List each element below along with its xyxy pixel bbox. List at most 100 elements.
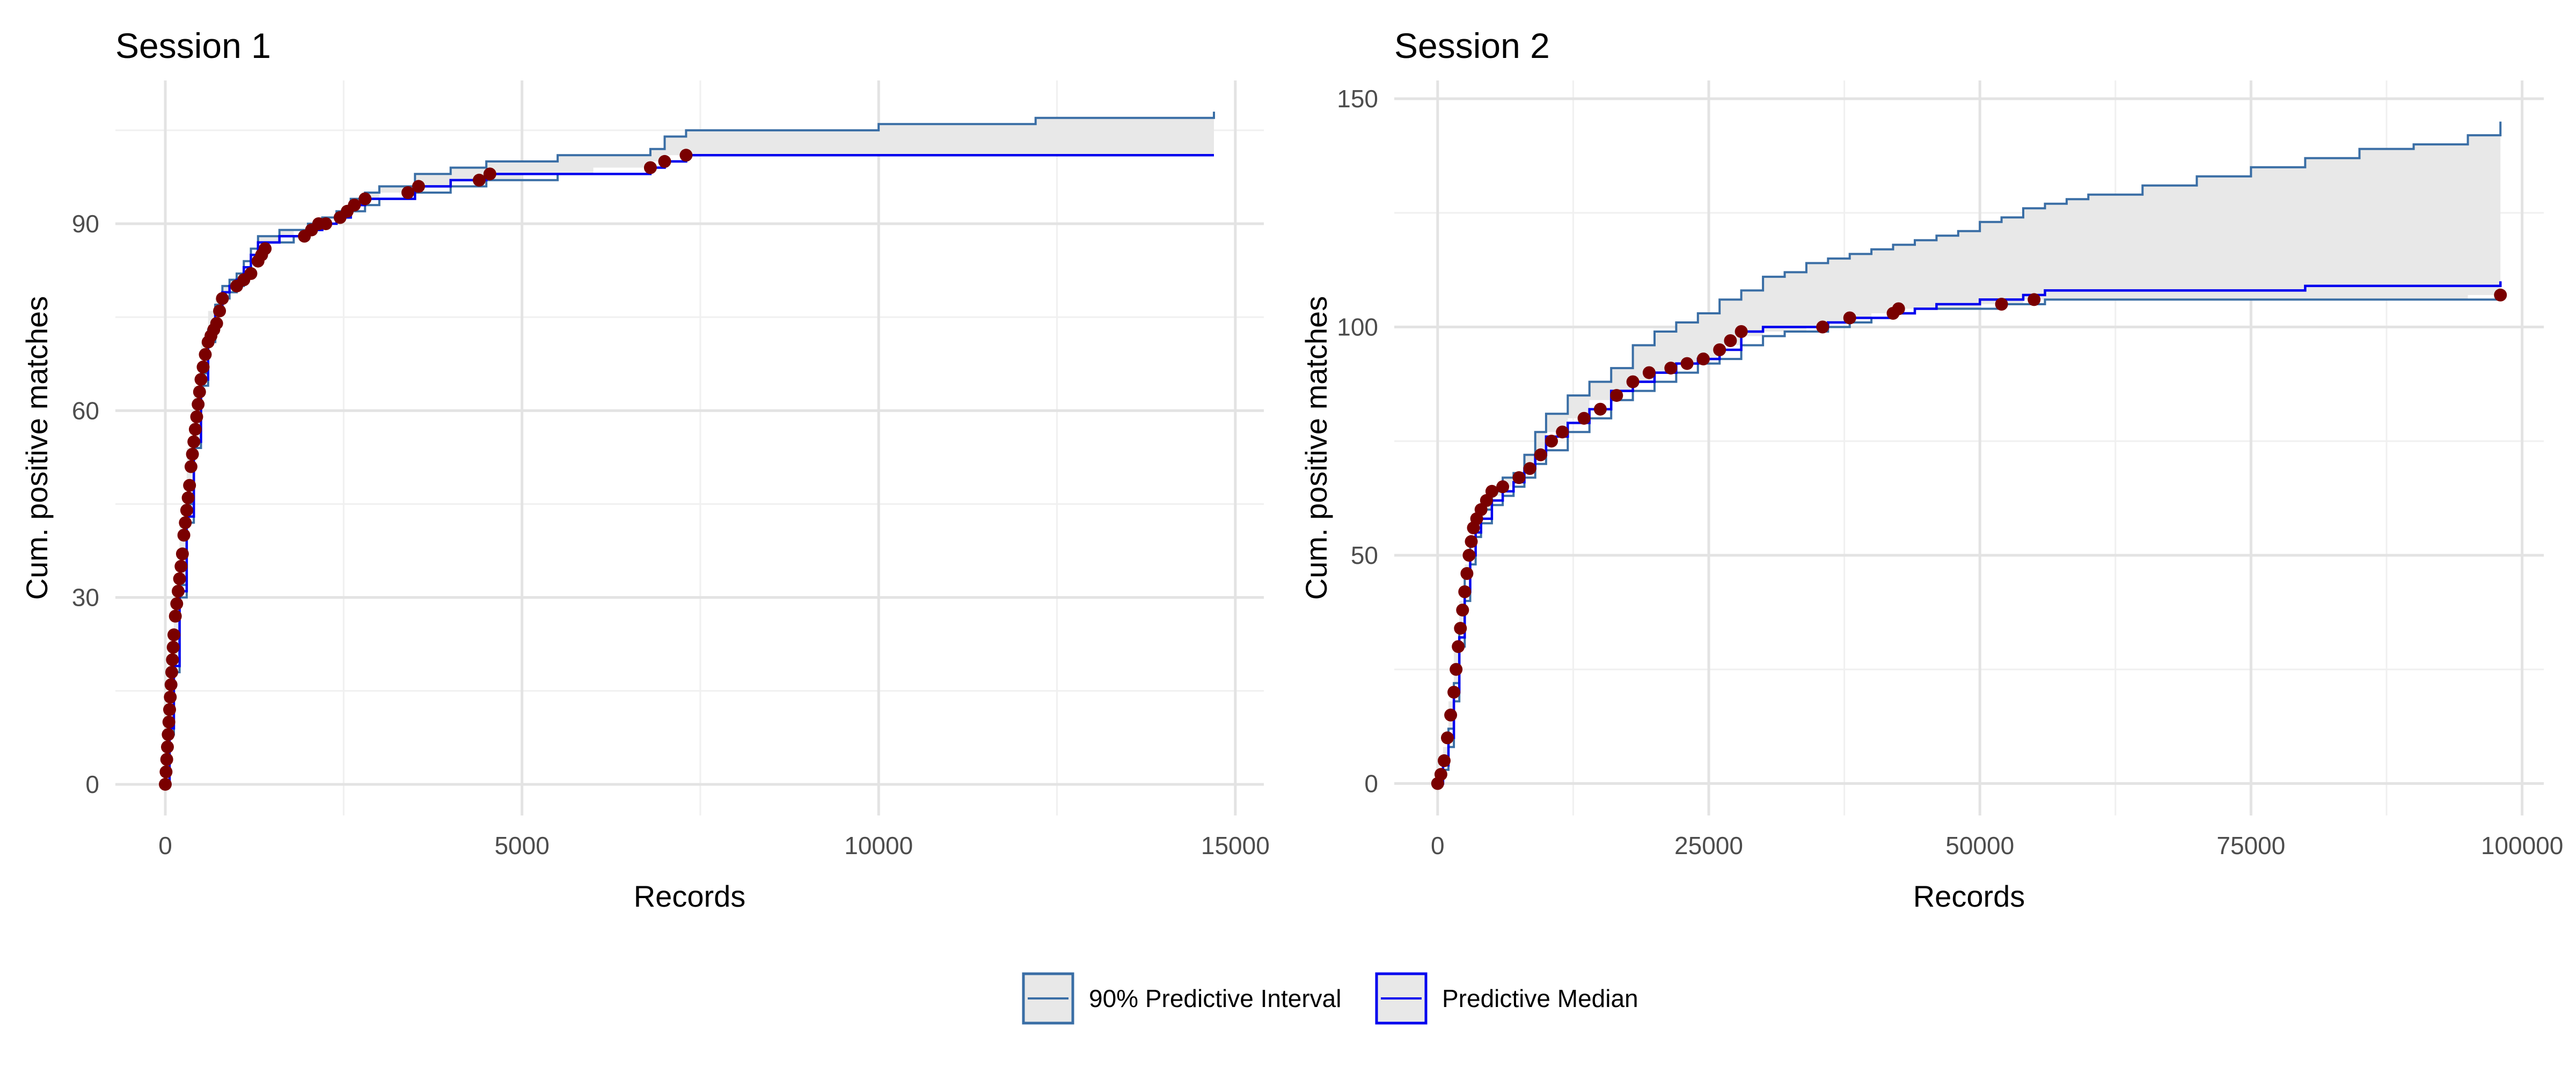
x-tick-labels: 0 25000 50000 75000 100000 (1431, 832, 2563, 859)
interval-ribbon (1437, 121, 2501, 784)
data-points (1431, 288, 2507, 790)
data-point (1485, 484, 1498, 498)
data-point (1450, 663, 1463, 676)
data-point (194, 373, 208, 386)
data-point (181, 491, 195, 504)
data-point (172, 585, 185, 598)
data-point (190, 410, 203, 423)
data-point (1735, 325, 1748, 338)
data-point (1664, 362, 1678, 375)
data-point (401, 186, 414, 199)
data-point (1496, 480, 1510, 494)
panel-session-1: Session 1 0 5000 10000 15000 0 30 60 90 Record… (20, 26, 1270, 913)
interval-lower-line (1437, 295, 2502, 785)
data-point (165, 666, 178, 679)
data-point (643, 161, 657, 174)
data-point (1523, 462, 1536, 475)
data-points (159, 149, 693, 791)
data-point (1713, 343, 1726, 356)
data-point (1434, 768, 1447, 781)
data-point (1460, 567, 1474, 580)
data-point (1456, 604, 1469, 617)
data-point (1724, 334, 1737, 347)
data-point (1465, 535, 1478, 548)
data-point (192, 398, 205, 411)
data-point (166, 653, 179, 666)
data-point (1696, 352, 1710, 366)
data-point (170, 597, 184, 611)
data-point (2028, 293, 2041, 306)
data-point (319, 217, 333, 230)
x-tick-label: 75000 (2216, 832, 2285, 859)
data-point (658, 155, 671, 168)
data-point (2494, 288, 2507, 302)
panel-session-2: Session 2 0 25000 50000 75000 100000 0 50 100 1… (1299, 26, 2563, 913)
grid (115, 80, 1264, 815)
legend: 90% Predictive Interval Predictive Media… (1022, 972, 1638, 1025)
data-point (186, 447, 199, 461)
legend-item-median: Predictive Median (1375, 972, 1638, 1025)
data-point (179, 516, 192, 530)
data-point (1843, 311, 1856, 325)
data-point (193, 385, 206, 399)
data-point (1444, 708, 1458, 722)
x-tick-label: 0 (1431, 832, 1445, 859)
y-tick-label: 50 (1351, 541, 1378, 569)
x-tick-label: 25000 (1674, 832, 1743, 859)
x-tick-label: 0 (158, 832, 172, 859)
data-point (187, 435, 201, 449)
data-point (1454, 622, 1467, 635)
legend-label-median: Predictive Median (1442, 984, 1638, 1012)
data-point (358, 192, 372, 205)
data-point (173, 572, 186, 585)
x-tick-label: 15000 (1201, 832, 1270, 859)
data-point (1534, 448, 1547, 461)
interval-band (1437, 121, 2501, 784)
data-point (1458, 585, 1472, 598)
x-tick-label: 10000 (844, 832, 913, 859)
legend-label-interval: 90% Predictive Interval (1089, 984, 1341, 1012)
x-axis-label: Records (1913, 879, 2025, 913)
data-point (159, 765, 173, 778)
data-point (163, 703, 176, 716)
y-tick-labels: 0 30 60 90 (72, 210, 99, 798)
x-axis-label: Records (634, 879, 746, 913)
data-point (1995, 298, 2008, 311)
data-point (199, 348, 212, 361)
data-point (216, 292, 229, 305)
data-point (1626, 375, 1640, 388)
data-point (164, 690, 177, 704)
y-tick-label: 30 (72, 584, 99, 612)
legend-item-interval: 90% Predictive Interval (1022, 972, 1341, 1025)
y-tick-label: 90 (72, 210, 99, 238)
data-point (1556, 425, 1569, 439)
chart-title: Session 2 (1394, 26, 1550, 65)
y-tick-label: 60 (72, 396, 99, 424)
data-point (1462, 549, 1476, 562)
data-point (1441, 731, 1454, 745)
data-point (1512, 471, 1526, 484)
data-point (159, 777, 172, 791)
x-tick-labels: 0 5000 10000 15000 (158, 832, 1270, 859)
data-point (472, 173, 486, 187)
data-point (210, 317, 223, 330)
data-point (1545, 435, 1558, 448)
data-point (162, 728, 175, 741)
data-point (1680, 357, 1694, 370)
data-point (183, 479, 196, 492)
data-point (1438, 754, 1451, 767)
data-point (175, 547, 189, 561)
data-point (244, 267, 258, 280)
data-point (174, 560, 188, 573)
data-point (161, 740, 174, 754)
y-axis-label: Cum. positive matches (1299, 296, 1333, 600)
y-tick-labels: 0 50 100 150 (1337, 85, 1378, 797)
x-tick-label: 50000 (1945, 832, 2014, 859)
data-point (167, 628, 180, 642)
data-point (259, 242, 272, 255)
data-point (1447, 686, 1461, 699)
y-axis-label: Cum. positive matches (20, 296, 54, 600)
data-point (1892, 302, 1905, 315)
data-point (1593, 402, 1607, 416)
data-point (1642, 366, 1656, 379)
